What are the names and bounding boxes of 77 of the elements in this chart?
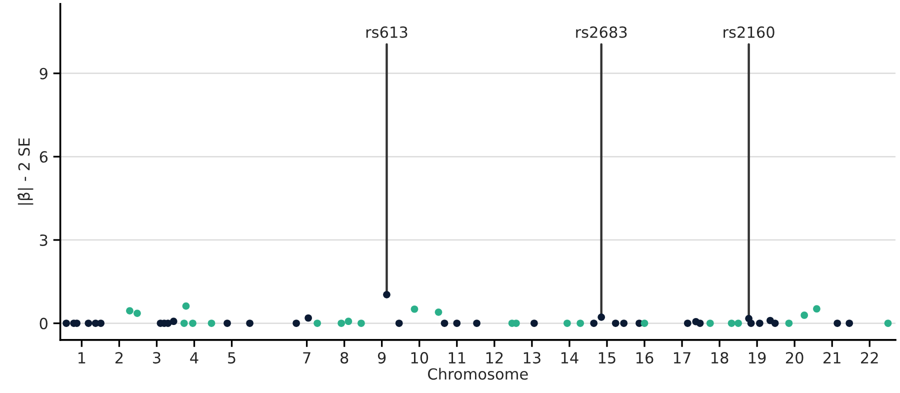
point — [453, 320, 461, 327]
annotation: rs2683 — [576, 26, 627, 38]
x-tick-label: 20 — [786, 352, 804, 364]
point — [473, 320, 480, 327]
point — [246, 320, 254, 327]
point — [590, 320, 598, 327]
x-tick-label: 12 — [486, 352, 503, 364]
annotation: rs613 — [366, 26, 408, 38]
x-tick-label: 8 — [340, 352, 348, 364]
point — [884, 320, 892, 327]
y-tick-label: 9 — [40, 68, 48, 80]
point — [576, 320, 584, 327]
point — [846, 320, 854, 327]
x-tick-label: 15 — [598, 352, 616, 364]
point — [785, 320, 793, 327]
x-tick-label: 14 — [561, 352, 578, 364]
point — [182, 302, 190, 310]
point — [434, 308, 442, 316]
point — [338, 320, 345, 327]
x-tick-label: 22 — [861, 352, 878, 364]
x-tick-label: 5 — [228, 352, 236, 364]
point — [598, 314, 606, 321]
point — [358, 320, 365, 327]
point — [620, 320, 628, 327]
point — [771, 320, 779, 327]
point — [684, 320, 692, 327]
point — [180, 320, 188, 327]
point — [530, 320, 538, 327]
annotation: rs2160 — [724, 26, 774, 38]
point — [395, 320, 403, 327]
point — [344, 318, 352, 326]
y-axis-title: |β̂| - 2 SE — [17, 138, 34, 205]
point — [564, 320, 571, 327]
point — [800, 312, 808, 319]
point — [224, 320, 231, 327]
point — [97, 320, 104, 327]
point — [734, 320, 742, 327]
point — [747, 320, 755, 327]
point — [706, 320, 714, 327]
point — [696, 320, 704, 327]
point — [134, 310, 141, 317]
y-tick-label: 0 — [40, 318, 48, 330]
x-axis-title: Chromosome — [428, 368, 528, 380]
point — [62, 320, 70, 327]
x-tick-label: 17 — [674, 352, 690, 364]
point — [834, 320, 842, 327]
x-tick-label: 19 — [749, 352, 766, 364]
x-tick-label: 3 — [153, 352, 160, 364]
x-tick-label: 16 — [636, 352, 654, 364]
x-tick-label: 4 — [190, 352, 198, 364]
x-tick-label: 9 — [378, 352, 386, 364]
y-tick-label: 6 — [40, 151, 48, 163]
x-tick-label: 18 — [711, 352, 728, 364]
x-tick-label: 11 — [448, 352, 466, 364]
x-tick-label: 21 — [823, 352, 840, 364]
x-tick-label: 2 — [115, 352, 123, 364]
point — [756, 320, 764, 327]
x-tick-label: 13 — [524, 352, 540, 364]
point — [84, 320, 92, 327]
point — [728, 320, 736, 327]
point — [170, 318, 178, 326]
point — [383, 291, 390, 298]
point — [314, 320, 321, 327]
x-tick-label: 7 — [303, 352, 310, 364]
point — [612, 320, 620, 327]
point — [189, 320, 196, 327]
point — [126, 307, 134, 314]
point — [440, 320, 448, 327]
point — [208, 320, 216, 327]
point — [410, 305, 418, 313]
point — [640, 320, 648, 327]
x-tick-label: 1 — [78, 352, 86, 364]
x-tick-label: 10 — [411, 352, 428, 364]
point — [304, 314, 312, 322]
point — [813, 305, 820, 313]
point — [292, 320, 300, 327]
y-tick-label: 3 — [40, 234, 48, 246]
